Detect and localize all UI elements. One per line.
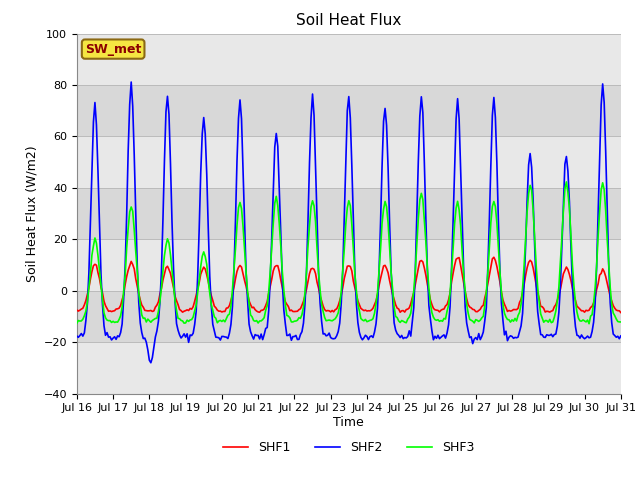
- X-axis label: Time: Time: [333, 416, 364, 429]
- SHF3: [174, 315, 182, 321]
- SHF1: [490, 254, 498, 260]
- SHF2: [386, 220, 394, 226]
- Title: Soil Heat Flux: Soil Heat Flux: [296, 13, 401, 28]
- SHF2: [177, 335, 185, 341]
- Line: SHF2: SHF2: [77, 82, 621, 363]
- Line: SHF1: SHF1: [77, 257, 621, 312]
- Bar: [77, 85, 621, 136]
- SHF2: [88, 165, 96, 171]
- Line: SHF3: SHF3: [77, 182, 621, 324]
- SHF2: [127, 79, 135, 85]
- SHF3: [383, 204, 390, 210]
- SHF1: [88, 269, 96, 275]
- Bar: [77, 240, 621, 291]
- SHF1: [617, 310, 625, 315]
- SHF2: [416, 113, 424, 119]
- Bar: [77, 291, 621, 342]
- SHF3: [88, 252, 96, 258]
- Bar: [77, 188, 621, 240]
- SHF1: [401, 309, 408, 315]
- Text: SW_met: SW_met: [85, 43, 141, 56]
- SHF1: [552, 302, 559, 308]
- SHF2: [73, 333, 81, 339]
- Bar: [77, 342, 621, 394]
- Y-axis label: Soil Heat Flux (W/m2): Soil Heat Flux (W/m2): [25, 145, 38, 282]
- SHF2: [617, 333, 625, 339]
- Bar: [77, 34, 621, 85]
- SHF3: [401, 319, 408, 325]
- SHF2: [147, 360, 155, 366]
- SHF1: [73, 307, 81, 313]
- SHF3: [585, 321, 593, 326]
- SHF2: [554, 323, 561, 329]
- SHF3: [550, 314, 558, 320]
- SHF2: [404, 334, 412, 339]
- Bar: [77, 136, 621, 188]
- SHF3: [617, 319, 625, 325]
- SHF1: [383, 265, 390, 271]
- SHF1: [413, 273, 420, 279]
- Legend: SHF1, SHF2, SHF3: SHF1, SHF2, SHF3: [218, 436, 480, 459]
- SHF3: [73, 321, 81, 326]
- SHF3: [413, 241, 420, 247]
- SHF3: [563, 179, 570, 185]
- SHF1: [174, 302, 182, 308]
